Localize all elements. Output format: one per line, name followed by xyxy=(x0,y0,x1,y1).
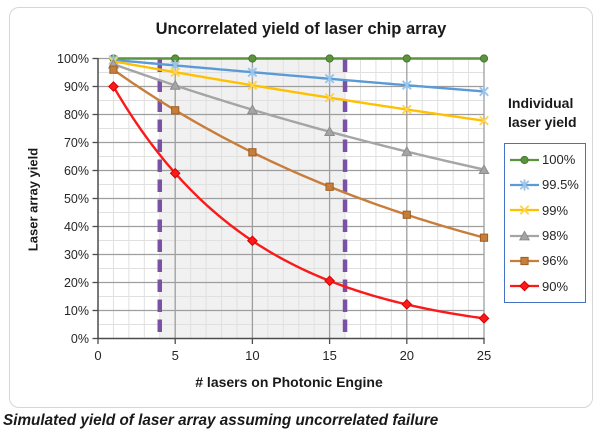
series-marker-triangle xyxy=(246,104,258,115)
legend-title: Individual laser yield xyxy=(508,95,577,130)
legend-key-90% xyxy=(510,280,539,292)
y-tick-label: 40% xyxy=(63,219,89,234)
legend-label: 98% xyxy=(542,228,569,244)
y-tick-label: 0% xyxy=(70,331,89,346)
series-marker-circle xyxy=(248,54,257,63)
legend-box: 100% 99.5% 99% 98% 96% 90% xyxy=(504,143,586,303)
series-marker-diamond xyxy=(108,81,119,92)
legend-entry-90%: 90% xyxy=(510,274,585,298)
series-marker-asterisk xyxy=(519,179,530,191)
legend-entry-99.5%: 99.5% xyxy=(510,173,585,197)
y-tick-label: 70% xyxy=(63,135,89,150)
y-tick-label: 100% xyxy=(57,51,89,66)
series-marker-asterisk xyxy=(324,73,335,85)
series-marker-diamond xyxy=(519,280,530,292)
series-marker-x xyxy=(519,205,530,216)
y-tick-label: 80% xyxy=(63,107,89,122)
series-marker-triangle xyxy=(324,125,336,136)
series-marker-asterisk xyxy=(401,79,412,91)
chart-title: Uncorrelated yield of laser chip array xyxy=(155,20,447,38)
series-marker-diamond xyxy=(401,298,413,310)
series-marker-triangle xyxy=(478,164,490,175)
y-tick-label: 10% xyxy=(63,303,89,318)
legend-key-99.5% xyxy=(510,179,539,191)
series-marker-circle xyxy=(479,54,489,63)
x-tick-label: 5 xyxy=(171,348,179,363)
series-marker-diamond xyxy=(324,275,336,287)
legend-key-100% xyxy=(510,155,539,164)
y-tick-label: 30% xyxy=(63,247,89,262)
x-tick-label: 25 xyxy=(476,348,492,363)
series-marker-square xyxy=(109,65,118,74)
series-marker-x xyxy=(170,67,181,78)
y-tick-label: 50% xyxy=(63,191,89,206)
legend-label: 100% xyxy=(542,152,576,168)
legend-entry-99%: 99% xyxy=(510,198,585,222)
series-marker-triangle xyxy=(401,145,413,156)
series-marker-triangle xyxy=(518,230,531,241)
series-marker-circle xyxy=(402,54,411,63)
series-marker-square xyxy=(402,210,411,219)
legend-entry-96%: 96% xyxy=(510,249,585,273)
series-marker-asterisk xyxy=(247,66,258,78)
series-marker-circle xyxy=(520,155,529,164)
series-marker-square xyxy=(479,233,489,242)
series-marker-x xyxy=(247,80,258,91)
legend-label: 90% xyxy=(542,278,569,294)
legend-key-96% xyxy=(510,256,539,266)
y-tick-label: 60% xyxy=(63,163,89,178)
legend-key-98% xyxy=(510,230,539,241)
series-marker-square xyxy=(325,182,334,191)
series-marker-asterisk xyxy=(479,85,489,98)
x-tick-label: 0 xyxy=(94,348,102,363)
x-tick-label: 15 xyxy=(322,348,337,363)
legend-label: 99.5% xyxy=(542,177,579,193)
series-marker-x xyxy=(324,92,335,103)
figure-caption: Simulated yield of laser array assuming … xyxy=(3,412,439,429)
series-marker-x xyxy=(401,104,412,115)
series-marker-circle xyxy=(325,54,334,63)
series-marker-diamond xyxy=(169,167,181,179)
series-marker-triangle xyxy=(169,79,181,90)
legend-key-99% xyxy=(510,205,539,216)
series-marker-square xyxy=(248,148,257,157)
series-marker-x xyxy=(479,115,489,126)
series-marker-square xyxy=(520,256,529,266)
legend-entry-100%: 100% xyxy=(510,148,585,172)
series-marker-square xyxy=(171,106,180,115)
x-axis-title: # lasers on Photonic Engine xyxy=(195,374,383,390)
y-tick-label: 20% xyxy=(63,275,89,290)
legend-label: 99% xyxy=(542,202,569,218)
legend-label: 96% xyxy=(542,253,569,269)
legend-entry-98%: 98% xyxy=(510,224,585,248)
series-marker-diamond xyxy=(478,312,490,324)
x-tick-label: 10 xyxy=(245,348,260,363)
series-marker-diamond xyxy=(246,235,258,247)
y-tick-label: 90% xyxy=(63,79,89,94)
x-tick-label: 20 xyxy=(399,348,415,363)
